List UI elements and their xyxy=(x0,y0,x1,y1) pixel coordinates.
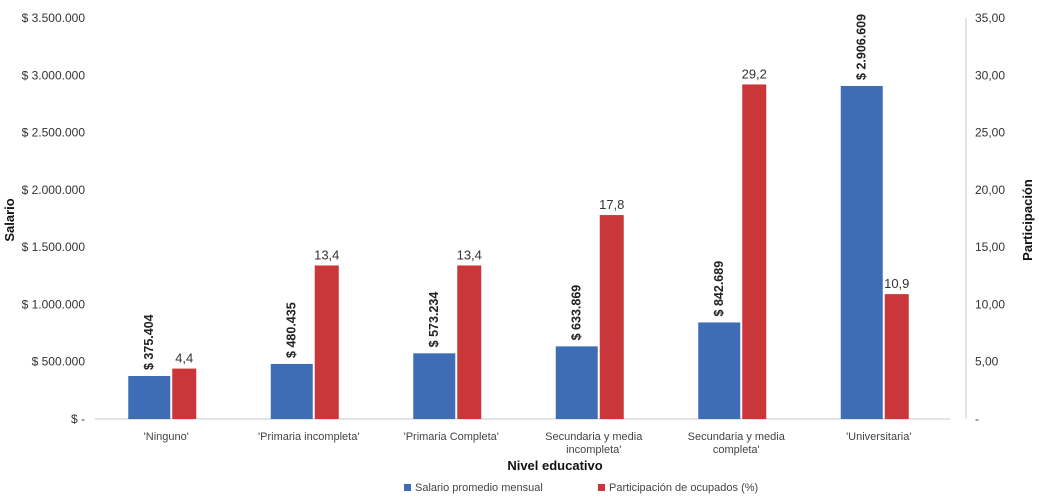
y-tick-label: $ 2.000.000 xyxy=(22,183,86,197)
salary-bar xyxy=(555,346,598,419)
y2-tick-label: 15,00 xyxy=(975,240,1005,254)
salary-bar xyxy=(698,322,741,419)
participation-bar xyxy=(314,265,339,419)
y-tick-label: $ 500.000 xyxy=(32,355,86,369)
y-tick-label: $ 3.000.000 xyxy=(22,68,86,82)
legend-swatch xyxy=(598,484,605,491)
participation-bar xyxy=(599,215,624,419)
x-category-label: incompleta' xyxy=(566,444,621,456)
x-category-label: Secundaria y media xyxy=(688,431,786,443)
salary-data-label: $ 573.234 xyxy=(427,292,441,348)
y-tick-label: $ - xyxy=(71,412,85,426)
y2-tick-label: 10,00 xyxy=(975,297,1005,311)
participation-bar xyxy=(172,368,197,419)
y2-tick-label: 5,00 xyxy=(975,355,999,369)
salary-data-label: $ 375.404 xyxy=(142,314,156,370)
y2-tick-label: - xyxy=(975,412,979,426)
y2-tick-label: 25,00 xyxy=(975,126,1005,140)
legend-label: Participación de ocupados (%) xyxy=(609,482,758,494)
participation-data-label: 17,8 xyxy=(599,197,624,212)
participation-data-label: 10,9 xyxy=(884,276,909,291)
participation-data-label: 4,4 xyxy=(175,351,193,366)
salary-bar xyxy=(413,353,456,419)
x-category-label: 'Primaria Completa' xyxy=(404,431,499,443)
salary-bar xyxy=(840,85,883,419)
left-axis: $ - $ 500.000 $ 1.000.000 $ 1.500.000 $ 2.00… xyxy=(22,11,86,426)
right-axis: - 5,00 10,00 15,00 20,00 25,00 30,00 35,00 xyxy=(965,11,1005,426)
x-category-label: completa' xyxy=(713,444,760,456)
participation-data-label: 13,4 xyxy=(457,247,482,262)
bars xyxy=(128,84,909,420)
y-axis-title: Salario xyxy=(2,198,17,241)
salary-bar xyxy=(128,375,171,419)
legend: Salario promedio mensual Participación de… xyxy=(404,482,758,494)
y2-tick-label: 30,00 xyxy=(975,68,1005,82)
salary-data-label: $ 633.869 xyxy=(570,285,584,341)
participation-bar xyxy=(457,265,482,419)
legend-swatch xyxy=(404,484,411,491)
y-tick-label: $ 1.500.000 xyxy=(22,240,86,254)
x-category-label: 'Primaria incompleta' xyxy=(258,431,359,443)
participation-data-label: 29,2 xyxy=(742,66,767,81)
y-tick-label: $ 1.000.000 xyxy=(22,297,86,311)
y2-tick-label: 35,00 xyxy=(975,11,1005,25)
participation-bar xyxy=(742,84,767,420)
participation-data-label: 13,4 xyxy=(314,247,339,262)
x-category-label: Secundaria y media xyxy=(545,431,643,443)
x-axis: 'Ninguno' 'Primaria incompleta' 'Primaria … xyxy=(95,418,950,456)
y2-tick-label: 20,00 xyxy=(975,183,1005,197)
y2-axis-title: Participación xyxy=(1020,179,1035,261)
participation-bar xyxy=(884,294,909,419)
salary-bar xyxy=(270,363,313,419)
y-tick-label: $ 3.500.000 xyxy=(22,11,86,25)
x-category-label: 'Ninguno' xyxy=(144,431,189,443)
data-labels: $ 375.404 4,4 $ 480.435 13,4 $ 573.234 13,4 $ … xyxy=(142,14,909,370)
salary-data-label: $ 2.906.609 xyxy=(855,14,869,80)
legend-label: Salario promedio mensual xyxy=(415,482,543,494)
salary-data-label: $ 480.435 xyxy=(285,302,299,358)
salary-data-label: $ 842.689 xyxy=(712,261,726,317)
x-category-label: 'Universitaria' xyxy=(846,431,911,443)
y-tick-label: $ 2.500.000 xyxy=(22,126,86,140)
x-axis-title: Nivel educativo xyxy=(507,458,602,473)
